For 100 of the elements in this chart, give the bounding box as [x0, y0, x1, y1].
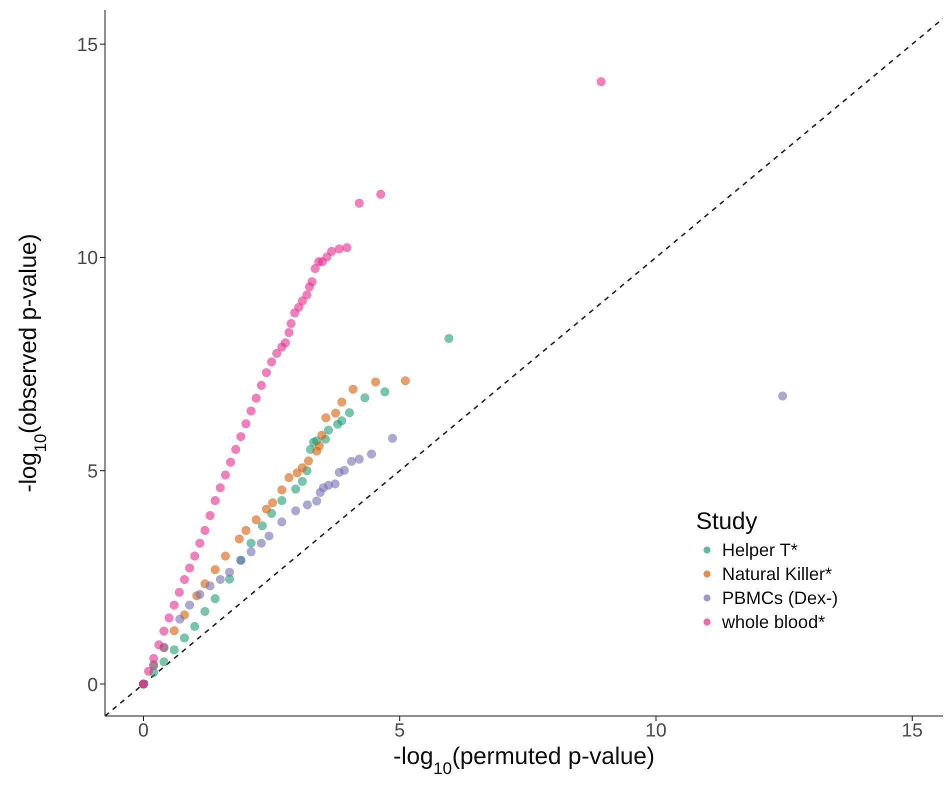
point: [376, 190, 386, 199]
point: [596, 77, 606, 86]
point: [220, 470, 230, 480]
point: [170, 645, 179, 654]
point: [280, 338, 290, 348]
point: [337, 416, 346, 426]
point: [277, 485, 286, 494]
point: [234, 534, 244, 544]
point: [241, 419, 250, 428]
point: [302, 290, 312, 300]
point: [200, 526, 210, 535]
point: [195, 538, 204, 548]
point: [216, 574, 225, 584]
point: [314, 441, 324, 450]
point: [354, 454, 364, 464]
point: [277, 517, 286, 526]
legend-label: Natural Killer*: [722, 564, 832, 584]
point: [185, 600, 194, 610]
point: [226, 458, 236, 467]
point: [210, 594, 220, 604]
point: [256, 538, 266, 548]
point: [291, 484, 300, 494]
point: [220, 552, 230, 561]
point: [388, 434, 398, 443]
point: [337, 398, 346, 407]
point: [241, 526, 250, 535]
point: [267, 357, 276, 366]
point: [298, 296, 307, 306]
point: [185, 563, 194, 572]
point: [344, 408, 354, 418]
point: [268, 498, 278, 508]
point: [206, 511, 215, 520]
point: [262, 368, 271, 378]
point: [317, 430, 326, 440]
point: [246, 538, 256, 548]
point: [264, 531, 274, 540]
point: [334, 244, 344, 254]
point: [252, 394, 261, 403]
point: [256, 380, 266, 390]
point: [180, 633, 189, 642]
point: [246, 547, 256, 556]
legend-label: Helper T*: [722, 540, 798, 560]
point: [195, 590, 204, 599]
point: [347, 456, 356, 466]
point: [258, 521, 267, 530]
point: [327, 246, 336, 256]
point: [324, 426, 333, 435]
point: [298, 476, 307, 486]
x-tick-label: 0: [138, 720, 149, 742]
point: [154, 640, 164, 650]
point: [291, 506, 300, 516]
point: [310, 264, 320, 274]
point: [272, 348, 282, 358]
point: [354, 198, 364, 208]
point: [164, 613, 174, 622]
point: [277, 496, 286, 506]
point: [286, 319, 296, 328]
point: [331, 408, 340, 418]
legend-label: whole blood*: [722, 612, 826, 632]
legend-title: Study: [696, 508, 758, 536]
point: [304, 456, 313, 466]
point: [371, 377, 380, 386]
y-tick-label: 5: [87, 461, 98, 482]
point: [200, 606, 210, 616]
point: [367, 450, 376, 459]
point: [400, 376, 410, 386]
point: [236, 432, 246, 442]
point: [174, 588, 184, 597]
point: [170, 626, 179, 636]
point: [302, 500, 312, 510]
point: [225, 568, 234, 577]
point: [778, 392, 788, 401]
point: [340, 466, 349, 475]
point: [284, 328, 294, 338]
y-tick-label: 10: [76, 248, 98, 270]
point: [330, 479, 340, 488]
y-tick-label: 15: [76, 34, 98, 56]
point: [308, 277, 317, 286]
point: [360, 393, 370, 402]
point: [348, 384, 358, 394]
x-tick-label: 15: [902, 720, 923, 742]
point: [210, 565, 220, 574]
point: [206, 581, 215, 590]
point: [144, 666, 154, 676]
point: [190, 622, 200, 631]
point: [175, 614, 184, 624]
point: [170, 600, 179, 610]
point: [380, 387, 390, 396]
x-axis-title: -log$_{10}$(permuted p-value): [393, 743, 655, 778]
point: [444, 334, 454, 343]
point: [210, 496, 220, 506]
x-tick-label: 10: [645, 720, 667, 742]
point: [312, 496, 322, 506]
legend-label: PBMCs (Dex-): [722, 588, 838, 608]
point: [159, 657, 168, 666]
point: [342, 243, 352, 252]
point: [149, 654, 158, 663]
point: [298, 463, 307, 472]
point: [246, 406, 256, 416]
point: [284, 473, 294, 482]
